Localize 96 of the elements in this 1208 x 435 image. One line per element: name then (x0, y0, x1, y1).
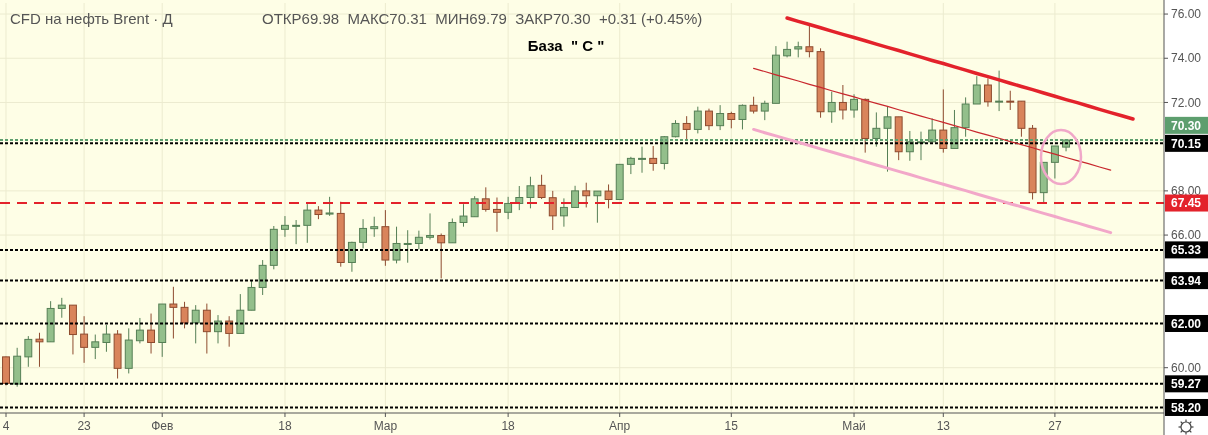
candlestick (1050, 145, 1059, 179)
candlestick (437, 233, 446, 279)
candlestick (972, 75, 981, 105)
candlestick (370, 216, 379, 238)
candlestick (593, 190, 602, 224)
x-tick-label: 18 (278, 419, 292, 433)
x-tick-label: Апр (609, 419, 631, 433)
candlestick (682, 115, 691, 140)
candlestick (57, 297, 66, 319)
candlestick (403, 229, 412, 264)
text: ОТКР69.98 МАКС70.31 МИН69.79 ЗАКР70.30 +0.31 (+0.45%) (262, 10, 703, 27)
y-tick-label: 74.00 (1171, 51, 1202, 66)
candlestick (693, 106, 702, 134)
candlestick (470, 195, 479, 218)
x-tick-label: 13 (936, 419, 951, 433)
x-tick-label: 27 (1048, 419, 1062, 433)
x-tick-label: 18 (501, 419, 516, 433)
candlestick (325, 196, 334, 217)
candlestick (526, 176, 535, 209)
candlestick (303, 203, 312, 244)
candlestick (292, 219, 301, 245)
candlestick (493, 197, 501, 233)
candlestick (169, 286, 178, 340)
candlestick (961, 96, 970, 138)
candlestick (905, 130, 914, 162)
candlestick (805, 24, 814, 58)
candlestick (883, 106, 892, 173)
ref-line-label: 58.20 (1171, 400, 1202, 415)
candlestick (91, 334, 100, 360)
candlestick (459, 203, 468, 228)
candlestick (481, 186, 490, 213)
candlestick (359, 218, 368, 249)
candlestick (604, 183, 613, 209)
candlestick (760, 100, 769, 121)
y-tick-label: 66.00 (1171, 228, 1202, 243)
candlestick (928, 117, 937, 143)
candlestick (258, 259, 267, 296)
candlestick (705, 108, 713, 131)
line-series (753, 67, 1112, 171)
candlestick (414, 230, 423, 250)
candlestick (180, 301, 189, 329)
candlestick (995, 70, 1004, 112)
x-tick-label: 15 (724, 419, 739, 433)
ref-line-label: 70.30 (1171, 118, 1202, 133)
candlestick (537, 174, 546, 200)
candlestick (24, 335, 33, 368)
candlestick (102, 324, 111, 353)
text: CFD на нефть Brent · Д (10, 10, 173, 27)
candlestick (838, 84, 847, 120)
x-tick-label: Мар (373, 419, 398, 433)
x-tick-label: 4 (2, 419, 10, 433)
candlestick (214, 314, 222, 344)
candlestick (548, 190, 557, 231)
candlestick (559, 197, 568, 228)
candlestick (191, 304, 200, 344)
candlestick (236, 293, 245, 334)
candlestick (247, 279, 256, 311)
candlestick (638, 146, 646, 174)
x-tick-label: 23 (77, 419, 92, 433)
candlestick (626, 156, 635, 175)
candlestick (392, 226, 401, 264)
ref-line-label: 70.15 (1171, 136, 1202, 151)
candlestick (448, 218, 457, 244)
ref-line-label: 67.45 (1171, 196, 1202, 211)
candlestick (827, 91, 836, 124)
candlestick (1006, 90, 1015, 111)
x-tick-label: Май (842, 419, 866, 433)
candlestick (716, 104, 725, 131)
y-tick-label: 76.00 (1171, 7, 1202, 22)
x-tick-label: Фев (151, 419, 174, 433)
candlestick (850, 93, 858, 119)
candlestick (426, 212, 434, 240)
ref-line-label: 65.33 (1171, 243, 1202, 258)
ref-line-label: 59.27 (1171, 377, 1202, 392)
candlestick (783, 41, 792, 58)
candlestick (504, 196, 513, 220)
candlestick (738, 103, 747, 130)
line-series (752, 127, 1113, 235)
candlestick (80, 315, 89, 364)
ref-line-label: 63.94 (1171, 273, 1202, 288)
candlestick (281, 215, 289, 238)
line-series (785, 16, 1135, 121)
candlestick (983, 77, 992, 108)
ref-line-label: 62.00 (1171, 316, 1202, 331)
candlestick (135, 317, 144, 344)
y-tick-label: 72.00 (1171, 95, 1202, 110)
candlestick (35, 332, 44, 368)
candlestick (649, 145, 658, 172)
candlestick (225, 315, 234, 348)
annotation: База " С " (527, 37, 605, 54)
candlestick (872, 111, 881, 148)
candlestick (147, 313, 156, 355)
candlestick (571, 185, 580, 208)
candlestick (202, 303, 211, 355)
candlestick (582, 182, 591, 208)
y-tick-label: 60.00 (1171, 360, 1202, 375)
